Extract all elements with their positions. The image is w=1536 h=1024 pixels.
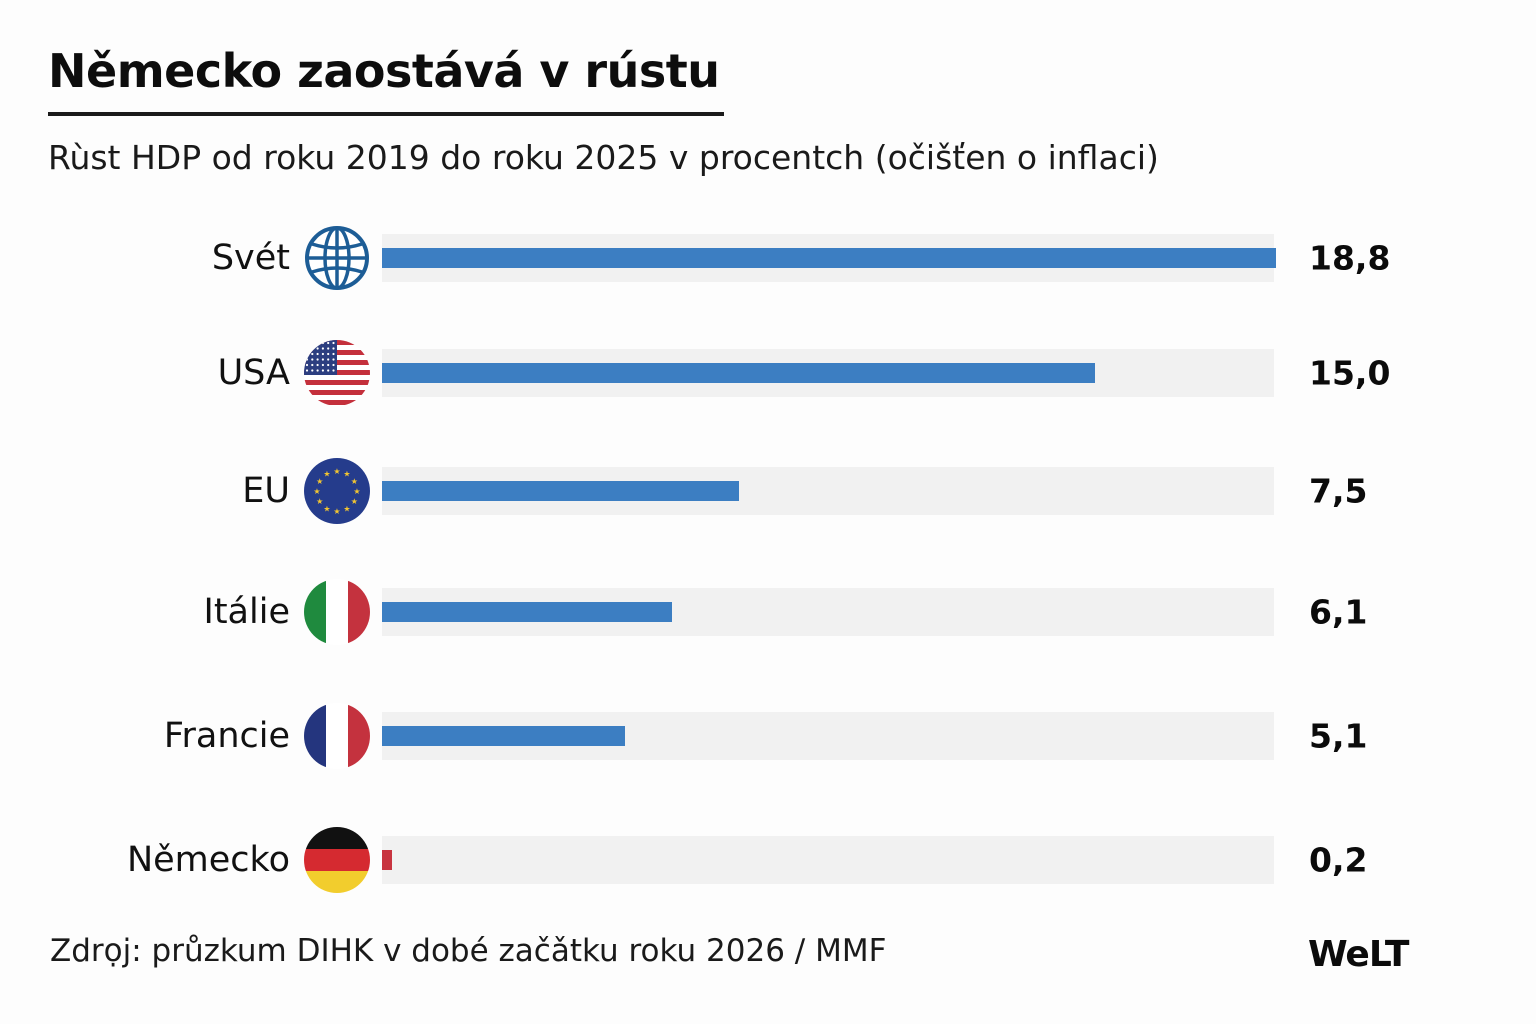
bar: [382, 726, 625, 746]
svg-text:★: ★: [351, 477, 358, 486]
value-label: 15,0: [1309, 353, 1391, 393]
usa-flag-icon: [304, 340, 370, 406]
bar: [382, 363, 1096, 383]
bar-track: [382, 836, 1274, 884]
category-label: Itálie: [203, 592, 290, 632]
svg-text:★: ★: [343, 470, 350, 479]
eu-flag-icon: ★ ★ ★ ★ ★ ★ ★ ★ ★ ★ ★ ★: [304, 458, 370, 524]
title-underline: [48, 112, 724, 116]
france-flag-icon: [304, 703, 370, 769]
svg-text:★: ★: [323, 504, 330, 513]
value-label: 18,8: [1309, 238, 1391, 278]
bar-row: Německo 0,2: [0, 820, 1536, 900]
category-label: Německo: [126, 840, 290, 880]
category-label: Svét: [211, 238, 290, 278]
bar-row: USA 15,0: [0, 333, 1536, 413]
category-label: EU: [242, 471, 290, 511]
svg-text:★: ★: [343, 504, 350, 513]
svg-text:★: ★: [323, 470, 330, 479]
value-label: 0,2: [1309, 840, 1368, 880]
bar: [382, 602, 673, 622]
category-label: USA: [217, 353, 290, 393]
welt-logo: WeLT: [1308, 934, 1409, 975]
svg-text:★: ★: [351, 497, 358, 506]
italy-flag-icon: [304, 579, 370, 645]
category-label: Francie: [163, 716, 290, 756]
svg-text:★: ★: [313, 487, 320, 496]
bar-row: Svét 18,8: [0, 218, 1536, 298]
svg-text:★: ★: [333, 467, 340, 476]
chart-subtitle: Rùst HDP od roku 2019 do roku 2025 v pro…: [48, 138, 1159, 177]
germany-flag-icon: [304, 827, 370, 893]
globe-icon: [304, 225, 370, 291]
bar: [382, 248, 1276, 268]
value-label: 7,5: [1309, 471, 1368, 511]
bar-row: EU ★ ★ ★ ★ ★ ★ ★ ★ ★ ★ ★ ★ 7,5: [0, 451, 1536, 531]
bar: [382, 850, 392, 870]
source-note: Zdrọj: průzkum DIHK v dobé začǎtku roku …: [50, 933, 887, 969]
bar-row: Itálie 6,1: [0, 572, 1536, 652]
bar-row: Francie 5,1: [0, 696, 1536, 776]
bar: [382, 481, 739, 501]
svg-text:★: ★: [353, 487, 360, 496]
svg-text:★: ★: [333, 507, 340, 516]
svg-text:★: ★: [316, 477, 323, 486]
chart-title: Německo zaostává v rústu: [48, 44, 720, 98]
svg-text:★: ★: [316, 497, 323, 506]
value-label: 5,1: [1309, 716, 1368, 756]
value-label: 6,1: [1309, 592, 1368, 632]
